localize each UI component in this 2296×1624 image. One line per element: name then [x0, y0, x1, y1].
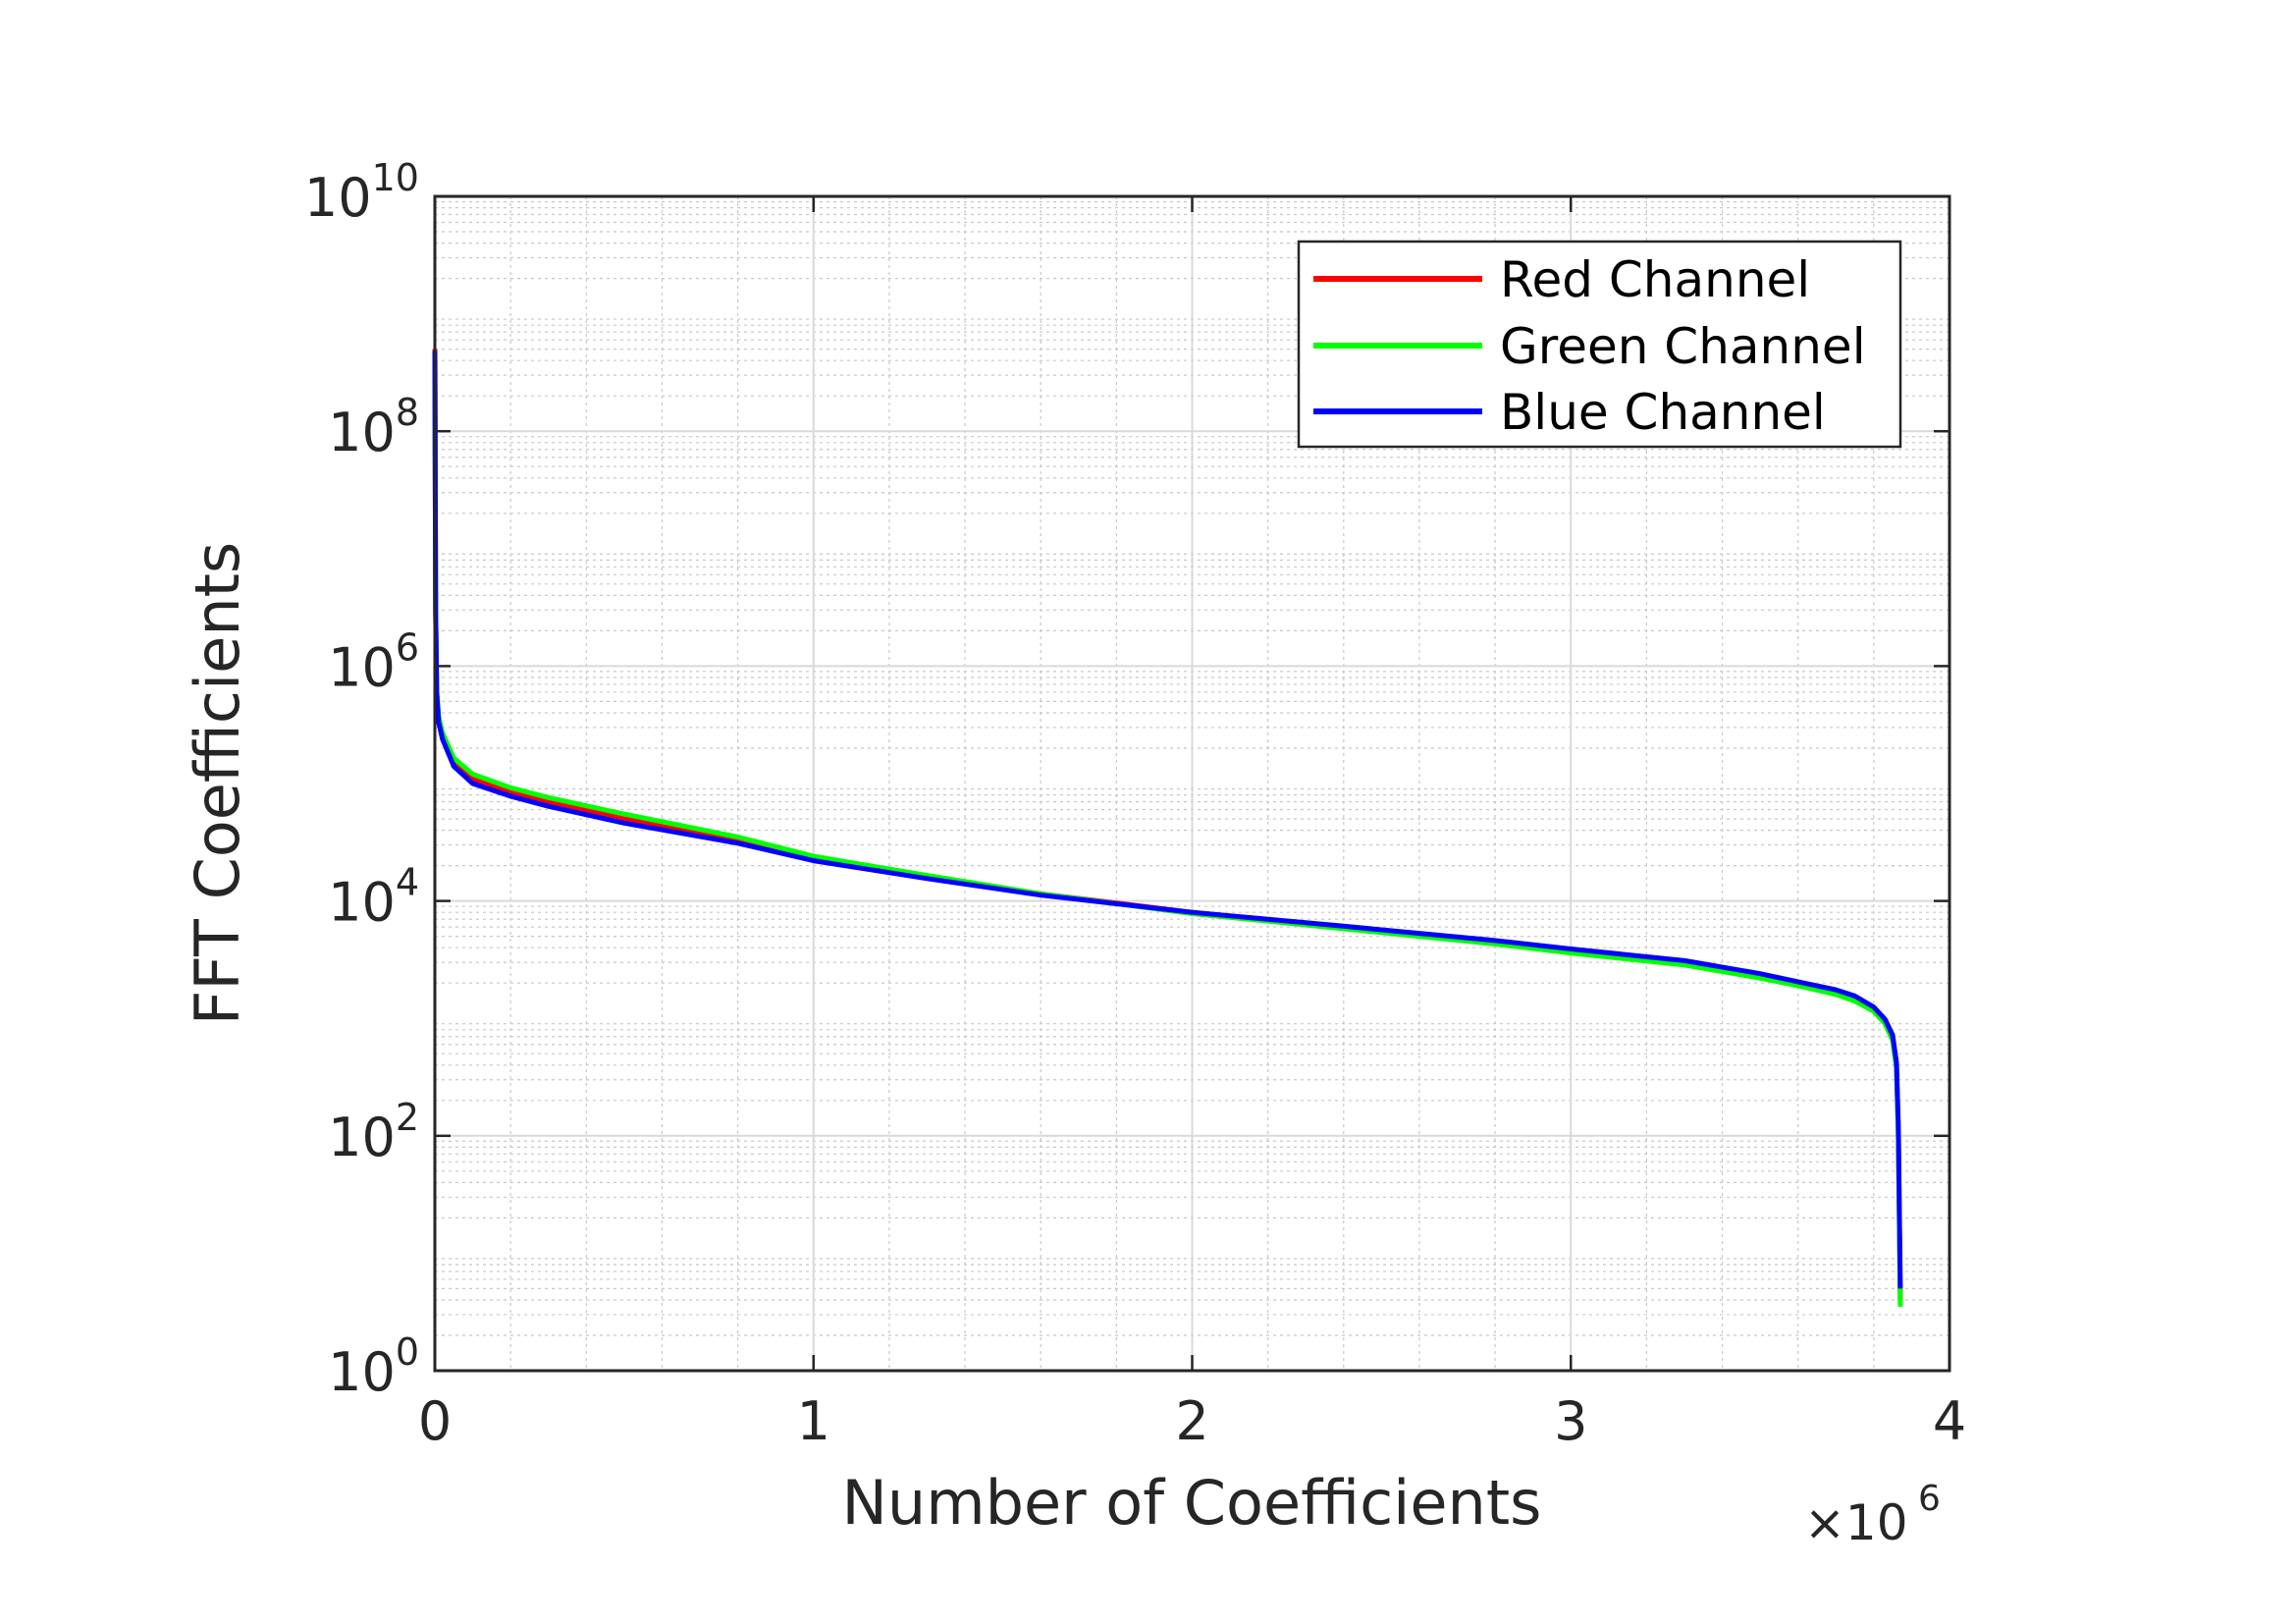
y-tick-label: 100 — [328, 1330, 419, 1403]
y-tick-label: 1010 — [304, 156, 419, 229]
legend-item-green: Green Channel — [1313, 318, 1866, 375]
x-tick-labels: 0 1 2 3 4 — [418, 196, 1966, 1452]
legend-label-red: Red Channel — [1500, 251, 1810, 308]
legend-item-red: Red Channel — [1313, 251, 1810, 308]
legend: Red Channel Green Channel Blue Channel — [1297, 240, 1902, 449]
x-multiplier: ×10 6 — [1804, 1479, 1941, 1551]
legend-label-green: Green Channel — [1500, 318, 1866, 375]
y-tick-label: 106 — [328, 625, 419, 698]
x-tick-label: 1 — [797, 1390, 830, 1452]
legend-item-blue: Blue Channel — [1313, 384, 1826, 441]
x-tick-label: 0 — [418, 1390, 452, 1452]
legend-label-blue: Blue Channel — [1500, 384, 1826, 441]
y-tick-labels: 100 102 104 106 108 1010 — [304, 156, 1949, 1403]
series-line-blue — [432, 351, 1903, 1289]
x-tick-label: 4 — [1933, 1390, 1966, 1452]
y-tick-label: 102 — [328, 1096, 419, 1168]
series-layer — [432, 349, 1903, 1307]
y-tick-label: 104 — [328, 861, 419, 934]
x-tick-label: 3 — [1554, 1390, 1587, 1452]
y-axis-label: FFT Coefficients — [182, 542, 253, 1026]
x-tick-label: 2 — [1175, 1390, 1208, 1452]
y-tick-label: 108 — [328, 391, 419, 463]
x-axis-label: Number of Coefficients — [842, 1467, 1542, 1539]
x-multiplier-base: ×10 — [1804, 1494, 1908, 1551]
x-multiplier-exponent: 6 — [1918, 1479, 1941, 1519]
